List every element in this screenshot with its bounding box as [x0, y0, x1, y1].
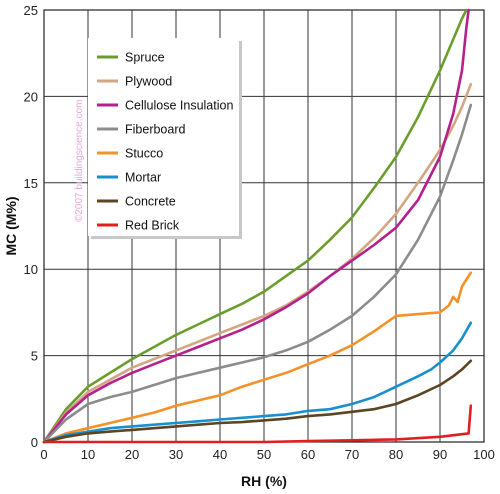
series-lines — [42, 8, 473, 444]
series-line-concrete — [42, 359, 473, 444]
series-line-plywood — [42, 83, 473, 444]
legend-box — [88, 38, 239, 236]
legend-items: Spruce Plywood Cellulose Insulation Fiberbo… — [97, 51, 233, 233]
y-tick-label: 10 — [24, 262, 38, 277]
x-tick-label: 70 — [345, 447, 359, 462]
series-line-red-brick — [42, 404, 473, 444]
legend-label-concrete: Concrete — [125, 195, 176, 209]
x-tick-label: 40 — [213, 447, 227, 462]
legend: Spruce Plywood Cellulose Insulation Fiberbo… — [88, 38, 242, 239]
legend-label-red-brick: Red Brick — [125, 219, 180, 233]
x-tick-label: 80 — [389, 447, 403, 462]
legend-label-spruce: Spruce — [125, 51, 165, 65]
y-tick-label: 15 — [24, 176, 38, 191]
watermark: ©2007 buildingscience.com — [74, 100, 85, 222]
x-tick-label: 100 — [473, 447, 495, 462]
x-tick-label: 30 — [169, 447, 183, 462]
y-tick-label: 0 — [31, 435, 38, 450]
y-tick-label: 5 — [31, 349, 38, 364]
y-axis-title: MC (M%) — [3, 196, 19, 255]
legend-label-stucco: Stucco — [125, 147, 163, 161]
y-tick-label: 20 — [24, 89, 38, 104]
y-tick-label: 25 — [24, 3, 38, 18]
legend-label-plywood: Plywood — [125, 75, 172, 89]
x-tick-label: 20 — [125, 447, 139, 462]
x-tick-label: 60 — [301, 447, 315, 462]
x-tick-label: 50 — [257, 447, 271, 462]
series-line-stucco — [42, 271, 473, 444]
x-tick-label: 10 — [81, 447, 95, 462]
legend-label-fiberboard: Fiberboard — [125, 123, 185, 137]
series-line-fiberboard — [42, 103, 473, 444]
legend-label-cellulose-insulation: Cellulose Insulation — [125, 99, 233, 113]
x-tick-label: 90 — [433, 447, 447, 462]
x-axis-ticks: 0 10 20 30 40 50 60 70 80 90 100 — [40, 447, 494, 462]
x-tick-label: 0 — [40, 447, 47, 462]
y-axis-ticks: 0 5 10 15 20 25 — [24, 3, 38, 450]
series-line-spruce — [42, 8, 468, 444]
x-axis-title: RH (%) — [241, 473, 287, 489]
legend-label-mortar: Mortar — [125, 171, 161, 185]
series-line-cellulose-insulation — [42, 8, 470, 444]
series-line-mortar — [42, 321, 473, 444]
